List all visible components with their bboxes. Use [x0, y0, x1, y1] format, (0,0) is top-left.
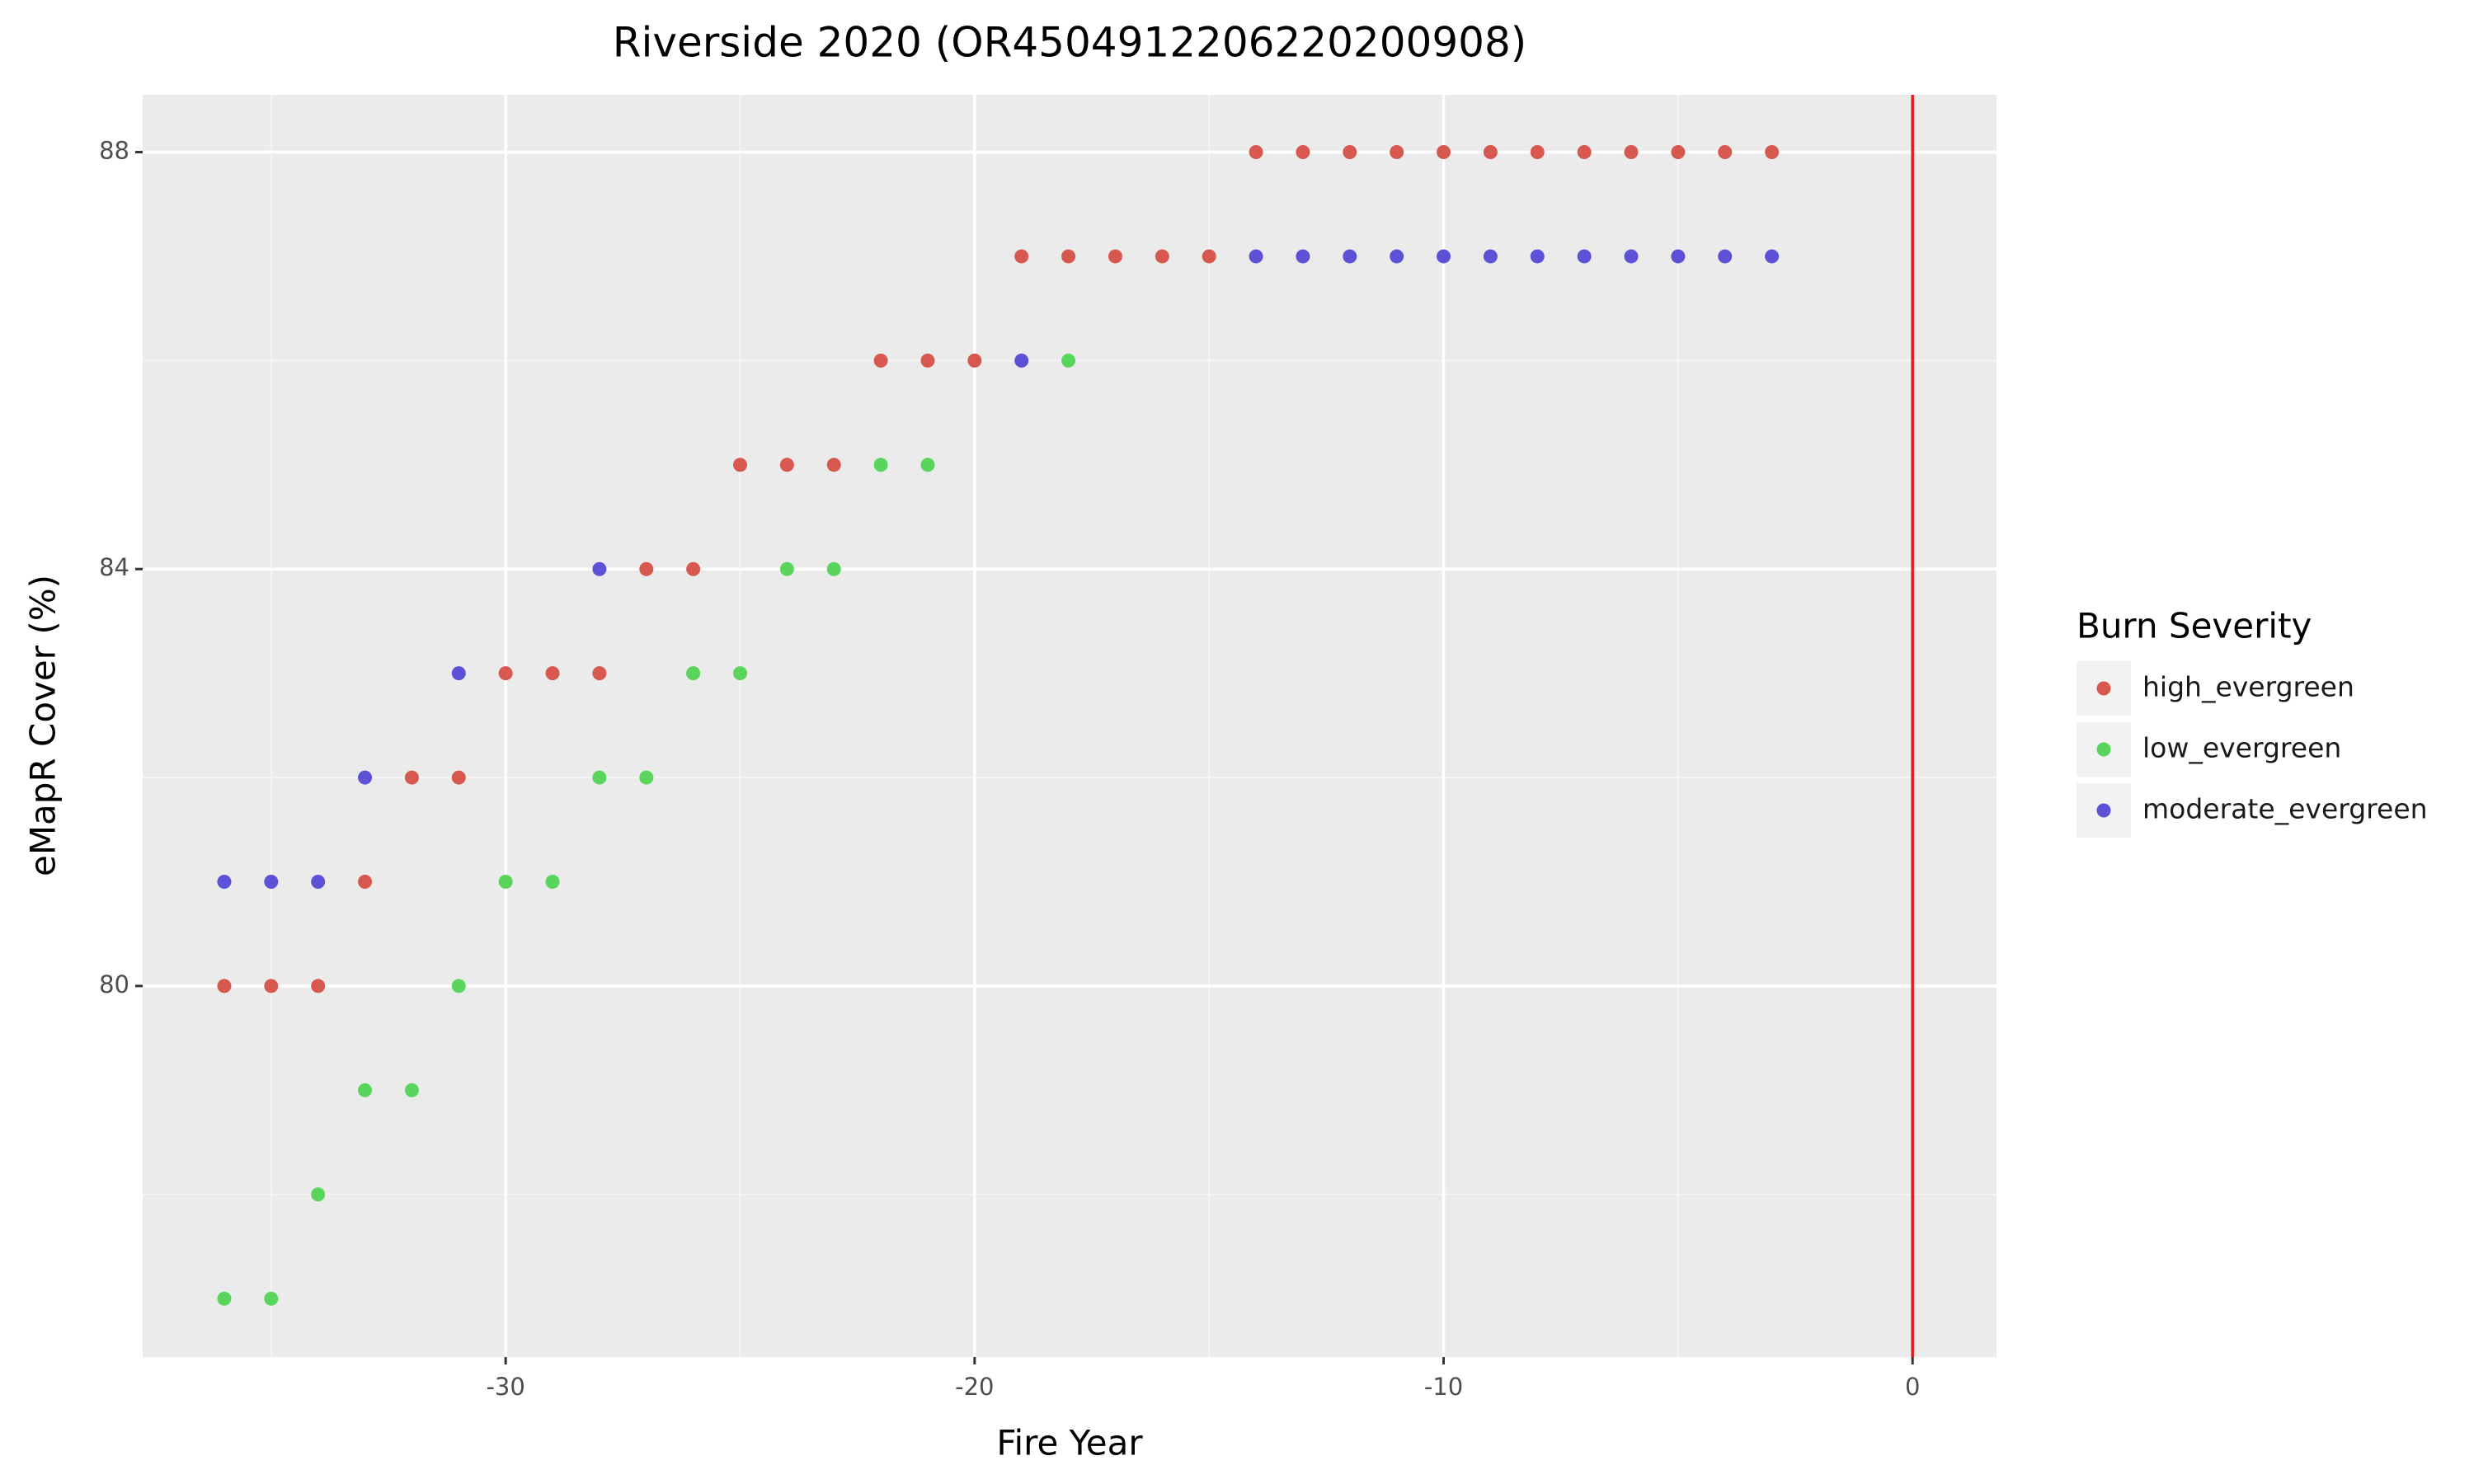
point — [498, 875, 513, 890]
point — [311, 979, 326, 993]
point — [733, 458, 748, 472]
point — [311, 875, 326, 890]
point — [1765, 145, 1780, 160]
point — [311, 1187, 326, 1202]
x-tick-label: -10 — [1424, 1373, 1463, 1401]
point — [873, 353, 888, 368]
point — [639, 770, 654, 785]
legend-marker — [2096, 803, 2111, 818]
point — [1343, 145, 1357, 160]
point — [264, 1291, 279, 1306]
point — [1483, 145, 1498, 160]
point — [451, 770, 466, 785]
x-tick-label: -20 — [955, 1373, 994, 1401]
point — [826, 561, 841, 576]
point — [1249, 145, 1263, 160]
point — [264, 875, 279, 890]
point — [733, 666, 748, 681]
y-tick-label: 84 — [99, 553, 129, 581]
point — [404, 770, 419, 785]
point — [1437, 249, 1451, 264]
x-tick-label: 0 — [1905, 1373, 1920, 1401]
point — [264, 979, 279, 993]
point — [1530, 249, 1545, 264]
point — [1249, 249, 1263, 264]
point — [1577, 145, 1592, 160]
point — [1014, 249, 1029, 264]
point — [217, 979, 232, 993]
x-tick-label: -30 — [486, 1373, 524, 1401]
point — [1296, 249, 1310, 264]
point — [920, 353, 935, 368]
legend-title: Burn Severity — [2077, 606, 2312, 646]
point — [404, 1082, 419, 1097]
chart-title: Riverside 2020 (OR4504912206220200908) — [613, 19, 1527, 67]
point — [1624, 145, 1639, 160]
point — [779, 561, 794, 576]
point — [686, 561, 701, 576]
point — [592, 666, 607, 681]
legend-marker — [2096, 681, 2111, 696]
point — [1014, 353, 1029, 368]
y-tick-label: 80 — [99, 970, 129, 998]
point — [1437, 145, 1451, 160]
point — [592, 770, 607, 785]
point — [1343, 249, 1357, 264]
point — [1296, 145, 1310, 160]
point — [1577, 249, 1592, 264]
point — [592, 561, 607, 576]
point — [639, 561, 654, 576]
y-axis-title: eMapR Cover (%) — [23, 575, 63, 876]
point — [217, 875, 232, 890]
legend-marker — [2096, 742, 2111, 757]
legend-label: low_evergreen — [2142, 732, 2341, 764]
point — [1624, 249, 1639, 264]
point — [873, 458, 888, 472]
point — [1108, 249, 1122, 264]
point — [1061, 249, 1076, 264]
point — [545, 875, 560, 890]
y-tick-label: 88 — [99, 137, 129, 165]
point — [779, 458, 794, 472]
point — [1718, 249, 1733, 264]
point — [1765, 249, 1780, 264]
plot-background — [143, 95, 1997, 1357]
point — [920, 458, 935, 472]
point — [1671, 249, 1686, 264]
point — [545, 666, 560, 681]
legend-label: high_evergreen — [2142, 671, 2354, 703]
point — [451, 979, 466, 993]
point — [358, 770, 373, 785]
point — [1390, 249, 1404, 264]
point — [1061, 353, 1076, 368]
x-axis-title: Fire Year — [996, 1423, 1143, 1463]
point — [358, 875, 373, 890]
legend-label: moderate_evergreen — [2142, 793, 2428, 825]
point — [1671, 145, 1686, 160]
point — [686, 666, 701, 681]
point — [826, 458, 841, 472]
point — [358, 1082, 373, 1097]
point — [1202, 249, 1216, 264]
point — [1718, 145, 1733, 160]
point — [1155, 249, 1169, 264]
point — [1530, 145, 1545, 160]
point — [451, 666, 466, 681]
point — [967, 353, 982, 368]
point — [1483, 249, 1498, 264]
point — [1390, 145, 1404, 160]
point — [498, 666, 513, 681]
point — [217, 1291, 232, 1306]
